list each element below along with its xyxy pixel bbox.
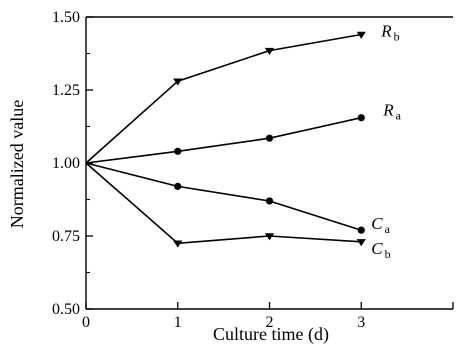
chart-ticks: 0.50 0.75 1.00 1.25 1.50 0 1 2 3 — [52, 9, 454, 331]
series-rb — [85, 31, 366, 164]
x-tick-label: 2 — [266, 314, 274, 331]
series-line — [85, 162, 362, 231]
y-tick-label: 1.50 — [52, 9, 80, 26]
x-tick-label: 3 — [357, 314, 365, 331]
y-tick-label: 1.25 — [52, 82, 80, 99]
data-point — [357, 226, 365, 234]
y-tick-label: 1.00 — [52, 155, 80, 172]
chart-axes — [85, 16, 453, 310]
x-axis-title: Culture time (d) — [213, 324, 329, 345]
data-point — [357, 114, 365, 122]
x-tick-label: 1 — [174, 314, 182, 331]
data-point — [265, 197, 274, 205]
data-point — [174, 182, 182, 190]
data-point — [264, 233, 275, 241]
y-tick-label: 0.50 — [52, 301, 80, 318]
data-point — [264, 47, 275, 55]
series-line — [85, 162, 362, 245]
series-ra — [85, 114, 365, 164]
y-tick-label: 0.75 — [52, 228, 80, 245]
series-line — [85, 116, 362, 164]
series-ca — [85, 162, 365, 234]
data-point — [356, 31, 366, 39]
chart-series — [85, 31, 366, 248]
x-tick-label: 0 — [82, 314, 90, 331]
data-point — [265, 134, 274, 142]
data-point — [173, 78, 183, 86]
data-point — [173, 240, 183, 248]
series-cb — [85, 162, 366, 248]
series-line — [85, 33, 362, 164]
y-axis-title: Normalized value — [7, 100, 27, 228]
data-point — [174, 147, 182, 155]
data-point — [356, 239, 366, 247]
